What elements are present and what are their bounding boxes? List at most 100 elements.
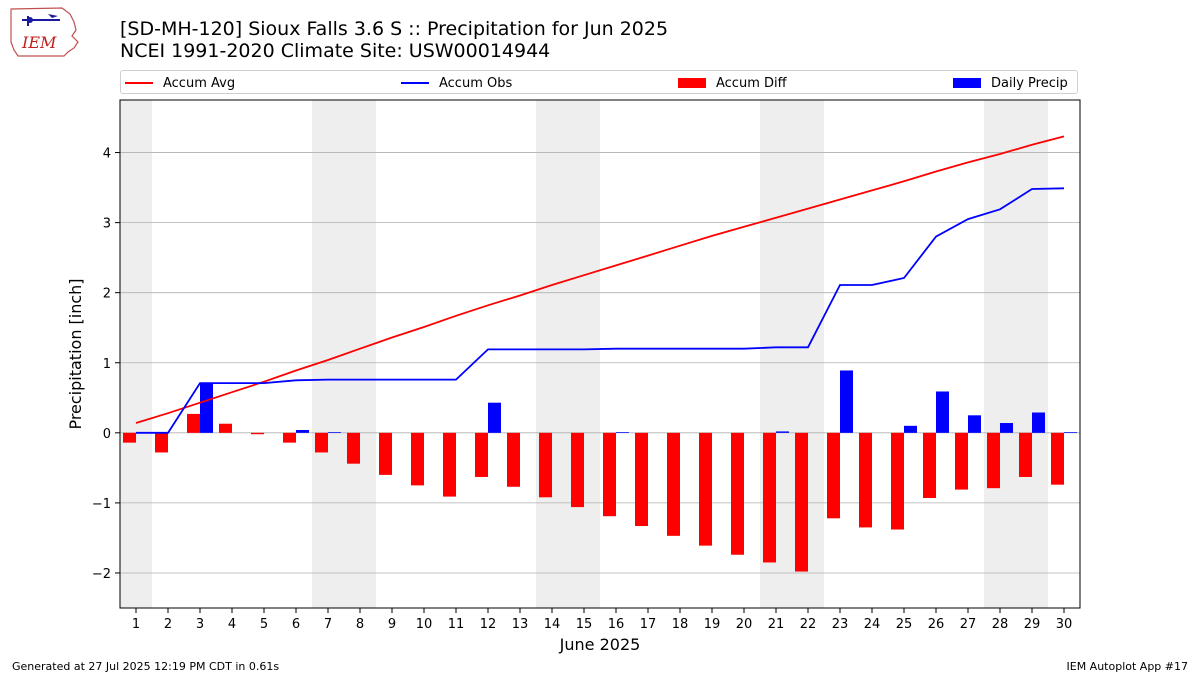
y-tick-label: −2 <box>92 567 111 582</box>
x-tick-label: 25 <box>896 617 913 632</box>
y-tick-label: −1 <box>92 497 111 512</box>
accum-diff-bar <box>955 432 968 490</box>
accum-diff-bar <box>155 432 168 453</box>
accum-diff-bar <box>1019 432 1032 477</box>
y-tick-label: 0 <box>103 427 111 442</box>
accum-diff-bar <box>507 432 520 487</box>
daily-precip-bar <box>936 391 949 433</box>
accum-diff-bar <box>859 432 872 528</box>
x-tick-label: 11 <box>448 617 465 632</box>
x-tick-label: 19 <box>704 617 721 632</box>
accum-diff-bar <box>603 432 616 517</box>
daily-precip-bar <box>616 432 629 433</box>
daily-precip-bar <box>488 402 501 433</box>
x-tick-label: 21 <box>768 617 785 632</box>
x-tick-label: 14 <box>544 617 561 632</box>
accum-diff-bar <box>283 432 296 443</box>
x-tick-label: 6 <box>292 617 300 632</box>
legend-item-daily-precip: Daily Precip <box>953 73 1068 93</box>
x-tick-label: 16 <box>608 617 625 632</box>
x-tick-label: 2 <box>164 617 172 632</box>
legend-label-accum-obs: Accum Obs <box>439 75 513 91</box>
x-tick-label: 5 <box>260 617 268 632</box>
accum-obs-line <box>136 187 1065 434</box>
x-tick-label: 27 <box>960 617 977 632</box>
x-tick-label: 28 <box>992 617 1009 632</box>
y-tick-label: 3 <box>103 217 111 232</box>
accum-diff-bar <box>347 432 360 464</box>
accum-diff-bar <box>923 432 936 498</box>
y-tick-label: 2 <box>103 287 111 302</box>
y-tick-label: 1 <box>103 357 111 372</box>
x-tick-label: 26 <box>928 617 945 632</box>
x-tick-label: 8 <box>356 617 364 632</box>
legend-label-daily-precip: Daily Precip <box>991 75 1068 91</box>
x-tick-label: 24 <box>864 617 881 632</box>
x-tick-label: 9 <box>388 617 396 632</box>
accum-diff-bar <box>763 432 776 563</box>
daily-precip-bar <box>328 432 341 433</box>
daily-precip-bar <box>200 383 213 433</box>
x-tick-label: 17 <box>640 617 657 632</box>
x-tick-label: 23 <box>832 617 849 632</box>
x-tick-label: 30 <box>1056 617 1073 632</box>
accum-diff-bar <box>315 432 328 453</box>
accum-avg-line <box>135 135 1065 424</box>
x-tick-label: 12 <box>480 617 497 632</box>
y-tick-label: 4 <box>103 147 111 162</box>
legend-item-accum-diff: Accum Diff <box>678 73 787 93</box>
x-tick-label: 1 <box>132 617 140 632</box>
chart-subtitle: NCEI 1991-2020 Climate Site: USW00014944 <box>120 40 551 62</box>
legend-swatch-daily-precip <box>953 78 981 88</box>
daily-precip-bar <box>1032 412 1045 433</box>
accum-diff-bar <box>251 432 264 435</box>
accum-diff-bar <box>891 432 904 530</box>
accum-diff-bar <box>571 432 584 508</box>
plot-frame <box>119 99 1081 609</box>
accum-diff-bar <box>731 432 744 555</box>
x-tick-label: 3 <box>196 617 204 632</box>
x-tick-label: 7 <box>324 617 332 632</box>
accum-diff-bar <box>187 413 200 433</box>
x-tick-label: 20 <box>736 617 753 632</box>
chart-title: [SD-MH-120] Sioux Falls 3.6 S :: Precipi… <box>120 18 669 40</box>
x-axis-label: June 2025 <box>559 635 641 654</box>
y-axis-label: Precipitation [inch] <box>66 278 85 429</box>
daily-precip-bar <box>296 430 309 433</box>
x-tick-label: 13 <box>512 617 529 632</box>
accum-diff-bar <box>379 432 392 475</box>
accum-diff-bar <box>539 432 552 498</box>
accum-diff-bar <box>827 432 840 519</box>
iem-logo: IEM <box>10 7 79 57</box>
legend-item-accum-avg: Accum Avg <box>125 73 235 93</box>
daily-precip-bar <box>776 431 789 433</box>
legend-swatch-accum-obs <box>401 82 429 84</box>
x-tick-label: 29 <box>1024 617 1041 632</box>
daily-precip-bar <box>904 425 917 433</box>
footer-generated: Generated at 27 Jul 2025 12:19 PM CDT in… <box>12 660 280 673</box>
accum-diff-bar <box>987 432 1000 489</box>
legend-swatch-accum-avg <box>125 82 153 84</box>
weekend-shade <box>984 100 1048 608</box>
accum-diff-bar <box>1051 432 1064 485</box>
accum-diff-bar <box>667 432 680 536</box>
weekend-shade <box>536 100 600 608</box>
x-tick-label: 15 <box>576 617 593 632</box>
legend-item-accum-obs: Accum Obs <box>401 73 512 93</box>
accum-diff-bar <box>795 432 808 572</box>
daily-precip-bar <box>968 415 981 433</box>
accum-diff-bar <box>123 432 136 443</box>
legend-label-accum-diff: Accum Diff <box>716 75 787 91</box>
legend-swatch-accum-diff <box>678 78 706 88</box>
x-tick-label: 22 <box>800 617 817 632</box>
logo-text: IEM <box>21 33 57 52</box>
x-tick-label: 10 <box>416 617 433 632</box>
accum-diff-bar <box>699 432 712 546</box>
x-tick-label: 4 <box>228 617 236 632</box>
daily-precip-bar <box>1000 423 1013 433</box>
weekend-shade <box>120 100 152 608</box>
x-tick-label: 18 <box>672 617 689 632</box>
accum-diff-bar <box>411 432 424 486</box>
legend: Accum Avg Accum Obs Accum Diff Daily Pre… <box>120 70 1078 94</box>
